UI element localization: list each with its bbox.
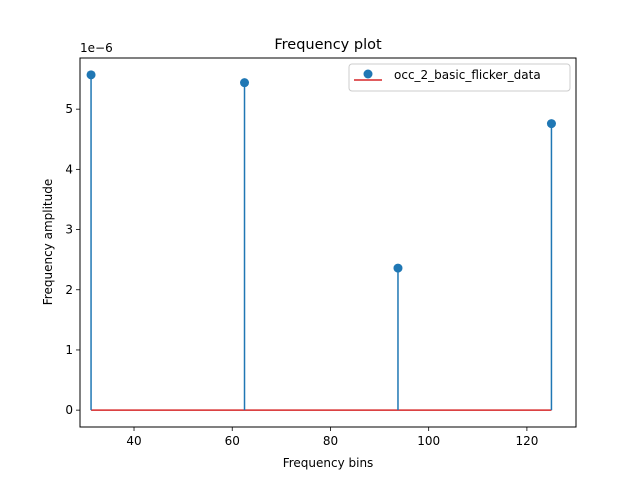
legend-entry-label: occ_2_basic_flicker_data xyxy=(394,68,541,82)
x-tick-label: 120 xyxy=(515,434,538,448)
axis-ticks: 40 60 80 100 120 0 1 2 3 4 5 xyxy=(65,102,538,448)
y-tick-label: 4 xyxy=(65,162,73,176)
legend: occ_2_basic_flicker_data xyxy=(348,63,571,92)
stem-marker xyxy=(240,78,250,88)
axes-frame xyxy=(79,57,577,428)
x-tick-label: 60 xyxy=(225,434,240,448)
y-axis-offset-label: 1e−6 xyxy=(80,41,113,55)
stem-marker xyxy=(86,70,96,80)
y-axis-label: Frequency amplitude xyxy=(41,179,55,305)
plot-area xyxy=(86,70,556,411)
chart-title: Frequency plot xyxy=(274,37,382,53)
x-tick-label: 40 xyxy=(126,434,141,448)
x-tick-label: 100 xyxy=(417,434,440,448)
y-tick-label: 1 xyxy=(65,343,73,357)
legend-box xyxy=(348,63,571,92)
y-tick-label: 2 xyxy=(65,283,73,297)
legend-marker-swatch xyxy=(363,69,373,79)
stem-marker xyxy=(546,119,556,129)
x-axis-label: Frequency bins xyxy=(283,456,374,470)
y-tick-label: 5 xyxy=(65,102,73,116)
y-tick-label: 3 xyxy=(65,223,73,237)
x-tick-label: 80 xyxy=(323,434,338,448)
y-tick-label: 0 xyxy=(65,403,73,417)
stem-marker xyxy=(393,263,403,273)
